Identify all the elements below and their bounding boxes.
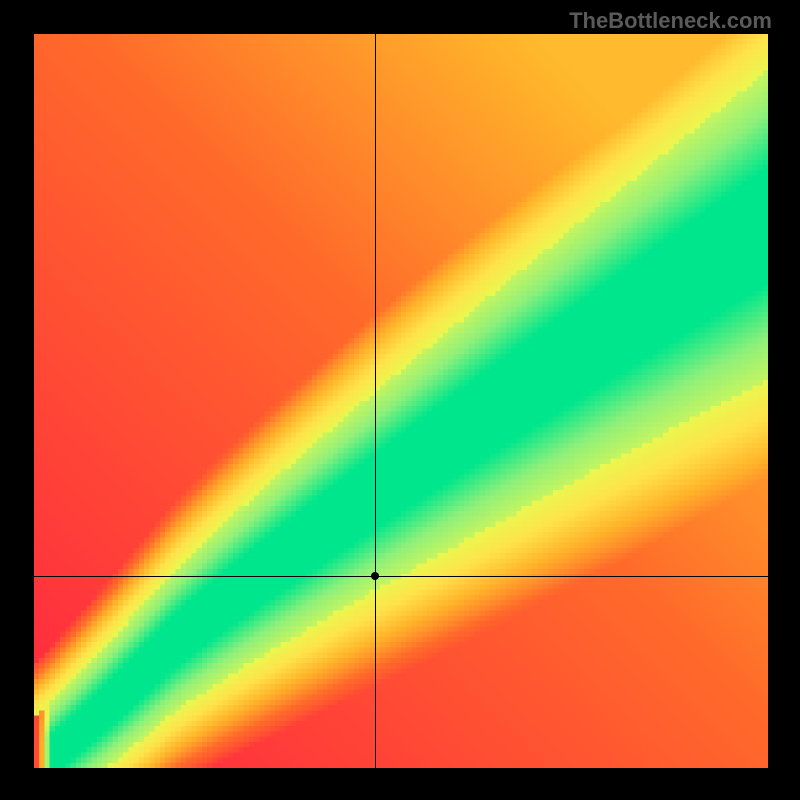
watermark-text: TheBottleneck.com [569, 8, 772, 34]
data-point [371, 572, 379, 580]
heatmap-canvas [34, 34, 768, 768]
crosshair-vertical [375, 34, 376, 768]
bottleneck-heatmap [34, 34, 768, 768]
crosshair-horizontal [34, 576, 768, 577]
